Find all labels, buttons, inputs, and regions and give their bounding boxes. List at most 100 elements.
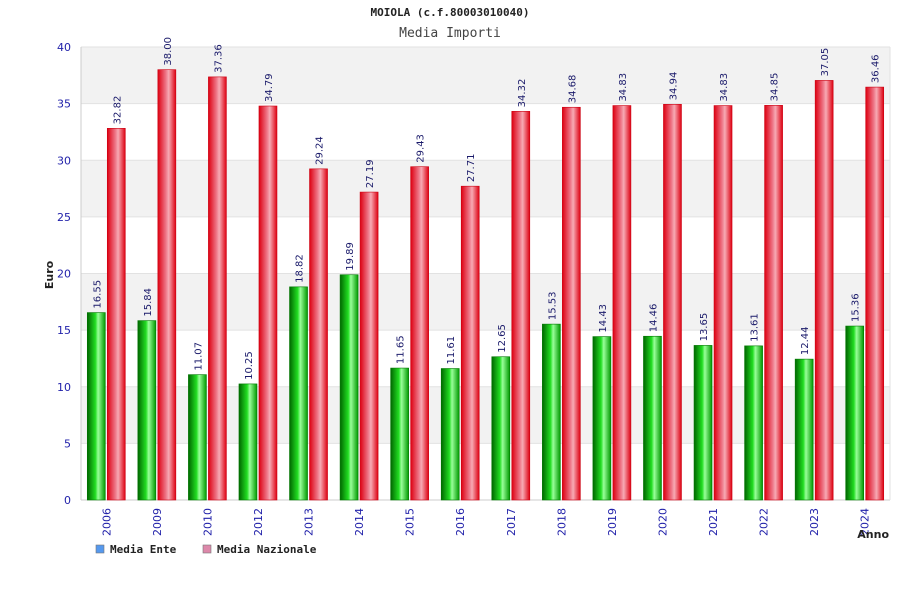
x-tick-label: 2009 — [151, 508, 164, 536]
legend-swatch-media-nazionale — [202, 544, 212, 554]
x-tick-label: 2017 — [505, 508, 518, 536]
x-tick-label: 2021 — [707, 508, 720, 536]
data-label: 32.82 — [112, 96, 123, 125]
data-label: 18.82 — [295, 254, 306, 283]
bar-media-nazionale — [106, 128, 126, 501]
y-axis-label: Euro — [43, 260, 56, 289]
bar-media-ente — [643, 335, 662, 501]
bar-media-ente — [86, 312, 106, 501]
data-label: 12.44 — [800, 326, 811, 355]
data-label: 37.05 — [820, 48, 831, 77]
bar-media-ente — [794, 358, 814, 501]
x-tick-label: 2010 — [201, 508, 214, 536]
data-label: 34.83 — [618, 73, 629, 102]
data-label: 27.71 — [466, 154, 477, 183]
bar-media-nazionale — [157, 69, 177, 501]
bar-media-nazionale — [208, 76, 227, 501]
legend: Media Ente Media Nazionale — [95, 543, 317, 556]
bar-media-ente — [491, 356, 511, 501]
bar-media-nazionale — [663, 104, 682, 501]
legend-label-media-nazionale: Media Nazionale — [217, 543, 317, 556]
x-tick-label: 2023 — [808, 508, 821, 536]
data-label: 36.46 — [871, 54, 882, 83]
x-tick-label: 2016 — [454, 508, 467, 536]
data-label: 34.79 — [264, 73, 275, 102]
data-label: 16.55 — [92, 280, 103, 309]
data-label: 19.89 — [345, 242, 356, 271]
y-tick-label: 30 — [57, 154, 71, 167]
data-label: 11.65 — [396, 335, 407, 364]
bar-media-nazionale — [713, 105, 733, 501]
data-label: 38.00 — [163, 37, 174, 66]
y-tick-label: 5 — [64, 437, 71, 450]
data-label: 34.32 — [517, 79, 528, 108]
bar-media-nazionale — [612, 105, 632, 501]
bar-media-nazionale — [359, 191, 379, 501]
bar-media-nazionale — [814, 80, 834, 501]
legend-swatch-media-ente — [95, 544, 105, 554]
data-label: 11.61 — [446, 336, 457, 365]
data-label: 15.36 — [851, 293, 862, 322]
chart-subtitle: Media Importi — [399, 26, 501, 41]
data-label: 27.19 — [365, 159, 376, 188]
x-axis-ticks: 2006 2009 2010 2012 2013 2014 2015 2016 2017 2018… — [100, 508, 871, 536]
y-tick-label: 25 — [57, 211, 71, 224]
bar-media-nazionale — [258, 105, 278, 501]
data-label: 15.84 — [143, 288, 154, 317]
bar-media-nazionale — [865, 86, 885, 501]
data-label: 11.07 — [193, 342, 204, 371]
data-label: 29.43 — [416, 134, 427, 163]
data-label: 34.85 — [770, 73, 781, 102]
bar-media-ente — [339, 274, 359, 501]
data-label: 15.53 — [547, 291, 558, 320]
data-label: 34.94 — [668, 72, 679, 101]
bar-media-nazionale — [511, 111, 531, 501]
y-tick-label: 10 — [57, 381, 71, 394]
x-tick-label: 2015 — [404, 508, 417, 536]
bar-media-ente — [289, 286, 308, 501]
y-tick-label: 40 — [57, 41, 71, 54]
x-tick-label: 2013 — [303, 508, 316, 536]
data-label: 13.61 — [750, 313, 761, 342]
bar-media-ente — [440, 368, 460, 501]
data-label: 12.65 — [497, 324, 508, 353]
y-tick-label: 0 — [64, 494, 71, 507]
bar-media-ente — [188, 374, 207, 501]
data-label: 10.25 — [244, 351, 255, 380]
bar-media-ente — [592, 336, 612, 501]
bar-media-ente — [845, 325, 865, 501]
legend-label-media-ente: Media Ente — [110, 543, 177, 556]
bars-layer: 16.55 32.82 15.84 38.00 11.07 37.36 10.25 34.79… — [86, 37, 885, 501]
data-label: 14.46 — [648, 304, 659, 333]
bar-media-ente — [238, 383, 258, 501]
bar-media-nazionale — [562, 106, 581, 501]
data-label: 29.24 — [315, 136, 326, 165]
x-axis-label: Anno — [857, 528, 889, 541]
bar-media-nazionale — [764, 105, 783, 501]
y-tick-label: 20 — [57, 268, 71, 281]
chart-title: MOIOLA (c.f.80003010040) — [371, 6, 530, 19]
data-label: 37.36 — [213, 44, 224, 73]
x-tick-label: 2018 — [555, 508, 568, 536]
bar-media-ente — [744, 345, 763, 501]
x-tick-label: 2014 — [353, 508, 366, 536]
bar-media-ente — [137, 320, 157, 501]
data-label: 34.68 — [567, 75, 578, 104]
x-tick-label: 2020 — [656, 508, 669, 536]
bar-media-nazionale — [309, 168, 328, 501]
bar-media-nazionale — [410, 166, 429, 501]
bar-media-ente — [693, 345, 713, 501]
data-label: 14.43 — [598, 304, 609, 333]
y-axis-ticks: 0 5 10 15 20 25 30 35 40 — [57, 41, 71, 507]
x-tick-label: 2012 — [252, 508, 265, 536]
x-tick-label: 2024 — [859, 508, 872, 536]
data-label: 34.83 — [719, 73, 730, 102]
x-tick-label: 2022 — [758, 508, 771, 536]
x-tick-label: 2019 — [606, 508, 619, 536]
bar-media-ente — [390, 367, 409, 501]
y-tick-label: 15 — [57, 324, 71, 337]
x-tick-label: 2006 — [100, 508, 113, 536]
bar-media-nazionale — [460, 185, 480, 501]
